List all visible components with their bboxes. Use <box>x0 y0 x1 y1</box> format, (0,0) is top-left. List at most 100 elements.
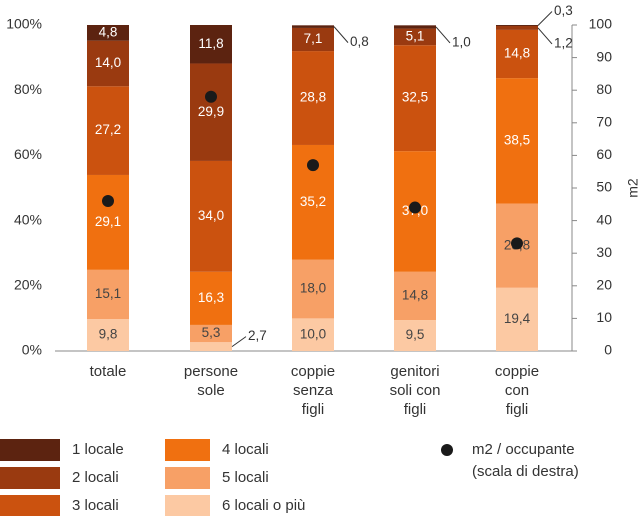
y2-tick-label: 90 <box>596 48 612 64</box>
x-tick-label: coppie <box>291 363 335 380</box>
legend-label: (scala di destra) <box>472 463 579 480</box>
y2-tick-label: 0 <box>604 342 612 358</box>
legend-swatch <box>165 495 210 516</box>
value-label: 14,8 <box>504 46 530 61</box>
legend-dot <box>441 444 453 456</box>
y-tick-label: 60% <box>14 146 42 162</box>
x-tick-label: genitori <box>390 363 439 380</box>
value-label: 0,8 <box>350 34 369 49</box>
legend-label: 4 locali <box>222 441 269 458</box>
bar-segment <box>496 25 538 30</box>
y2-tick-label: 70 <box>596 114 612 130</box>
y2-tick-label: 100 <box>589 16 613 32</box>
legend-label: 2 locali <box>72 469 119 486</box>
bar-segment <box>190 271 232 325</box>
legend-label: 3 locali <box>72 497 119 514</box>
x-tick-label: persone <box>184 363 238 380</box>
legend-swatch <box>0 467 60 489</box>
value-label: 16,3 <box>198 290 224 305</box>
value-label: 38,5 <box>504 132 530 147</box>
bar-segment <box>394 45 436 152</box>
value-label: 29,9 <box>198 104 224 119</box>
bar-segment <box>394 25 436 29</box>
bar-segment <box>496 78 538 204</box>
value-label: 29,1 <box>95 214 121 229</box>
bar-segment <box>87 174 129 270</box>
y-tick-label: 100% <box>6 16 42 32</box>
value-label: 9,8 <box>99 327 118 342</box>
leader-line <box>537 27 553 45</box>
bar-segment <box>190 160 232 272</box>
bar-segment <box>292 51 334 145</box>
legend-swatch <box>165 467 210 489</box>
value-label: 0,3 <box>554 3 573 18</box>
bar-segment <box>292 27 334 52</box>
legend-label: m2 / occupante <box>472 441 575 458</box>
value-label: 19,4 <box>504 311 531 326</box>
bar-segment <box>87 86 129 175</box>
bar-segment <box>292 318 334 351</box>
value-label: 2,7 <box>248 328 267 343</box>
x-tick-label: coppie <box>495 363 539 380</box>
x-tick-label: con <box>505 382 529 399</box>
dot <box>409 201 421 214</box>
x-tick-label: sole <box>197 382 225 399</box>
value-label: 32,5 <box>402 90 428 105</box>
bar-segment <box>292 259 334 319</box>
y2-tick-label: 10 <box>596 309 612 325</box>
y2-tick-label: 60 <box>596 146 612 162</box>
dot <box>102 195 114 208</box>
dot <box>307 159 319 172</box>
bar-segment <box>190 342 232 351</box>
y2-tick-label: 20 <box>596 277 612 293</box>
bar-segment <box>87 40 129 87</box>
legend-swatch <box>0 495 60 516</box>
value-label: 11,8 <box>198 36 223 51</box>
bar-segment <box>496 25 538 26</box>
y2-axis-label: m2 <box>625 178 641 198</box>
value-label: 28,8 <box>300 90 326 105</box>
y2-tick-label: 50 <box>596 179 612 195</box>
y-tick-label: 40% <box>14 211 42 227</box>
leader-line <box>537 11 553 26</box>
value-label: 15,1 <box>95 286 121 301</box>
value-label: 14,0 <box>95 55 121 70</box>
bar-segment <box>190 324 232 343</box>
bar-segment <box>496 29 538 79</box>
x-tick-label: senza <box>293 382 334 399</box>
legend-swatch <box>0 439 60 461</box>
legend-label: 5 locali <box>222 469 269 486</box>
value-label: 9,5 <box>406 327 425 342</box>
value-label: 35,2 <box>300 194 326 209</box>
legend-label: 6 locali o più <box>222 497 305 514</box>
value-label: 34,0 <box>198 208 224 223</box>
dot <box>511 237 523 250</box>
x-tick-label: figli <box>302 401 325 418</box>
bar-segment <box>394 28 436 46</box>
x-tick-label: figli <box>506 401 529 418</box>
bar-segment <box>190 25 232 64</box>
value-label: 5,1 <box>406 28 425 43</box>
legend-label: 1 locale <box>72 441 124 458</box>
value-label: 7,1 <box>304 31 323 46</box>
legend-swatch <box>165 439 210 461</box>
value-label: 14,8 <box>402 287 428 302</box>
bar-segment <box>87 319 129 351</box>
bar-segment <box>496 287 538 351</box>
y2-tick-label: 30 <box>596 244 612 260</box>
value-label: 4,8 <box>99 24 118 39</box>
y2-tick-label: 80 <box>596 81 612 97</box>
bar-segment <box>87 269 129 320</box>
value-label: 1,0 <box>452 35 471 50</box>
value-label: 10,0 <box>300 326 326 341</box>
leader-line <box>231 336 247 348</box>
y-tick-label: 20% <box>14 277 42 293</box>
bar-segment <box>394 320 436 351</box>
y2-tick-label: 40 <box>596 211 612 227</box>
leader-line <box>333 26 349 43</box>
value-label: 18,0 <box>300 281 326 296</box>
bar-segment <box>292 25 334 28</box>
x-tick-label: totale <box>90 363 127 380</box>
y-tick-label: 0% <box>22 342 42 358</box>
